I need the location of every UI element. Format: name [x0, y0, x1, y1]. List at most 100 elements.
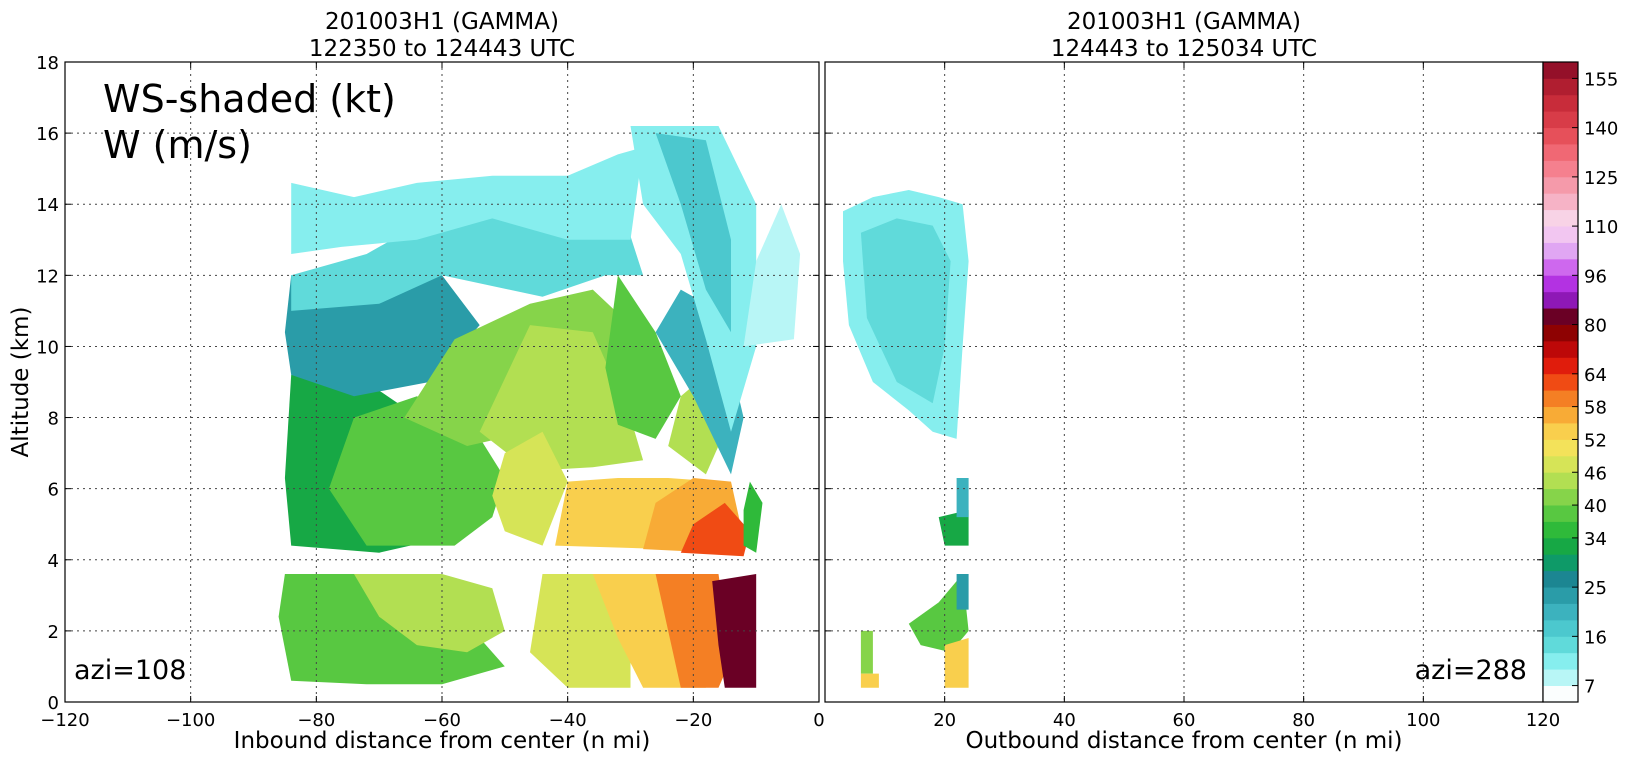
colorbar-cell-21 — [1543, 340, 1578, 358]
colorbar-cell-19 — [1543, 373, 1578, 391]
colorbar-cell-27 — [1543, 242, 1578, 260]
left-azimuth-label: azi=108 — [74, 655, 186, 686]
left-title: 201003H1 (GAMMA) — [325, 9, 559, 35]
colorbar-tick-label-9: 80 — [1584, 316, 1607, 337]
right-shaded-data — [843, 190, 969, 688]
right-ws-patch-3 — [956, 478, 969, 518]
right-x-tick-label-3: 60 — [1173, 710, 1196, 731]
left-x-tick-label-3: −60 — [423, 710, 461, 731]
colorbar-cell-13 — [1543, 472, 1578, 490]
colorbar-cell-18 — [1543, 390, 1578, 408]
right-ws-patch-1 — [860, 218, 951, 404]
left-ws-patch-15 — [655, 133, 731, 333]
left-ws-patch-22 — [655, 574, 731, 688]
colorbar-cell-24 — [1543, 291, 1578, 309]
left-shaded-data — [278, 126, 801, 688]
colorbar-cell-25 — [1543, 275, 1578, 293]
left-y-tick-label-8: 16 — [36, 124, 59, 145]
colorbar-tick-label-11: 110 — [1584, 217, 1618, 238]
colorbar-cell-22 — [1543, 324, 1578, 342]
colorbar-tick-label-8: 64 — [1584, 365, 1607, 386]
left-y-tick-label-0: 0 — [48, 693, 59, 714]
left-ws-patch-9 — [680, 502, 750, 557]
left-ws-patch-16 — [743, 204, 801, 347]
colorbar-cell-8 — [1543, 554, 1578, 572]
colorbar-cell-26 — [1543, 258, 1578, 276]
colorbar-tick-labels: 7 16 25 34 40 46 52 58 64 80 96 110 125 140 155 — [1572, 69, 1618, 698]
right-ws-patch-4 — [908, 574, 969, 653]
colorbar-cell-17 — [1543, 406, 1578, 424]
right-x-axis-label: Outbound distance from center (n mi) — [966, 728, 1403, 754]
right-ws-patch-2 — [938, 510, 969, 546]
colorbar-tick-label-14: 155 — [1584, 69, 1618, 90]
left-x-tick-label-4: −40 — [549, 710, 587, 731]
left-x-tick-label-1: −100 — [166, 710, 215, 731]
right-subtitle: 124443 to 125034 UTC — [1051, 36, 1317, 62]
colorbar-tick-label-12: 125 — [1584, 168, 1618, 189]
left-ws-patch-19 — [354, 574, 505, 653]
left-ws-patch-5 — [492, 431, 568, 546]
left-y-tick-label-2: 4 — [48, 551, 59, 572]
left-ws-patch-4 — [479, 325, 644, 471]
colorbar-cell-36 — [1543, 94, 1578, 112]
colorbar-cell-9 — [1543, 537, 1578, 555]
colorbar-tick-label-10: 96 — [1584, 266, 1607, 287]
colorbar-cell-3 — [1543, 636, 1578, 654]
left-ws-patch-6 — [605, 275, 681, 439]
left-x-axis-label: Inbound distance from center (n mi) — [234, 728, 651, 754]
colorbar-cell-14 — [1543, 455, 1578, 473]
colorbar-tick-label-13: 140 — [1584, 119, 1618, 140]
colorbar-cell-1 — [1543, 669, 1578, 686]
left-y-tick-label-3: 6 — [48, 480, 59, 501]
colorbar-tick-label-0: 7 — [1584, 677, 1595, 698]
colorbar-cell-23 — [1543, 308, 1578, 325]
y-axis-label: Altitude (km) — [8, 307, 34, 458]
colorbar-cell-11 — [1543, 505, 1578, 522]
colorbar-cell-31 — [1543, 176, 1578, 194]
right-x-tick-label-2: 40 — [1053, 710, 1076, 731]
left-x-tick-label-0: −120 — [40, 710, 89, 731]
right-x-tick-label-6: 120 — [1526, 710, 1560, 731]
left-y-tick-label-9: 18 — [36, 53, 59, 74]
colorbar-tick-label-5: 46 — [1584, 463, 1607, 484]
right-ws-patch-6 — [956, 574, 969, 610]
right-ws-patch-8 — [860, 673, 879, 688]
right-panel: 20 40 60 80 100 120 201003H1 (GAMMA) 124443 t… — [824, 9, 1560, 754]
left-x-tick-label-5: −20 — [674, 710, 712, 731]
colorbar-cell-37 — [1543, 78, 1578, 96]
colorbar-cell-20 — [1543, 357, 1578, 375]
colorbar-cell-28 — [1543, 226, 1578, 243]
left-ws-patch-18 — [278, 574, 505, 685]
colorbar-tick-label-7: 58 — [1584, 398, 1607, 419]
colorbar-cell-29 — [1543, 209, 1578, 227]
colorbar-cell-7 — [1543, 570, 1578, 588]
colorbar-cell-12 — [1543, 488, 1578, 506]
colorbar-tick-label-2: 25 — [1584, 578, 1607, 599]
colorbar-cell-2 — [1543, 652, 1578, 670]
right-azimuth-label: azi=288 — [1415, 655, 1527, 686]
left-ws-patch-12 — [291, 147, 644, 254]
right-x-tick-label-4: 80 — [1292, 710, 1315, 731]
left-tick-labels: −120 −100 −80 −60 −40 −20 0 0 2 4 6 8 10 12 14 16 18 — [36, 53, 825, 731]
colorbar-cell-6 — [1543, 587, 1578, 604]
colorbar-tick-label-6: 52 — [1584, 430, 1607, 451]
colorbar-cell-4 — [1543, 619, 1578, 637]
colorbar-cell-38 — [1543, 62, 1578, 79]
left-y-tick-label-1: 2 — [48, 622, 59, 643]
colorbar: 7 16 25 34 40 46 52 58 64 80 96 110 125 140 155 — [1542, 61, 1618, 703]
colorbar-cell-16 — [1543, 423, 1578, 440]
colorbar-cell-10 — [1543, 521, 1578, 539]
colorbar-cell-35 — [1543, 111, 1578, 129]
left-y-tick-label-7: 14 — [36, 195, 59, 216]
left-x-tick-label-2: −80 — [297, 710, 335, 731]
colorbar-cell-5 — [1543, 603, 1578, 621]
colorbar-frame — [1542, 61, 1579, 703]
colorbar-cell-0 — [1543, 685, 1578, 703]
colorbar-tick-label-3: 34 — [1584, 529, 1607, 550]
left-x-tick-label-6: 0 — [813, 710, 824, 731]
colorbar-cell-33 — [1543, 144, 1578, 161]
right-x-tick-label-1: 20 — [933, 710, 956, 731]
right-ws-patch-5 — [944, 638, 969, 688]
left-y-tick-label-5: 10 — [36, 337, 59, 358]
